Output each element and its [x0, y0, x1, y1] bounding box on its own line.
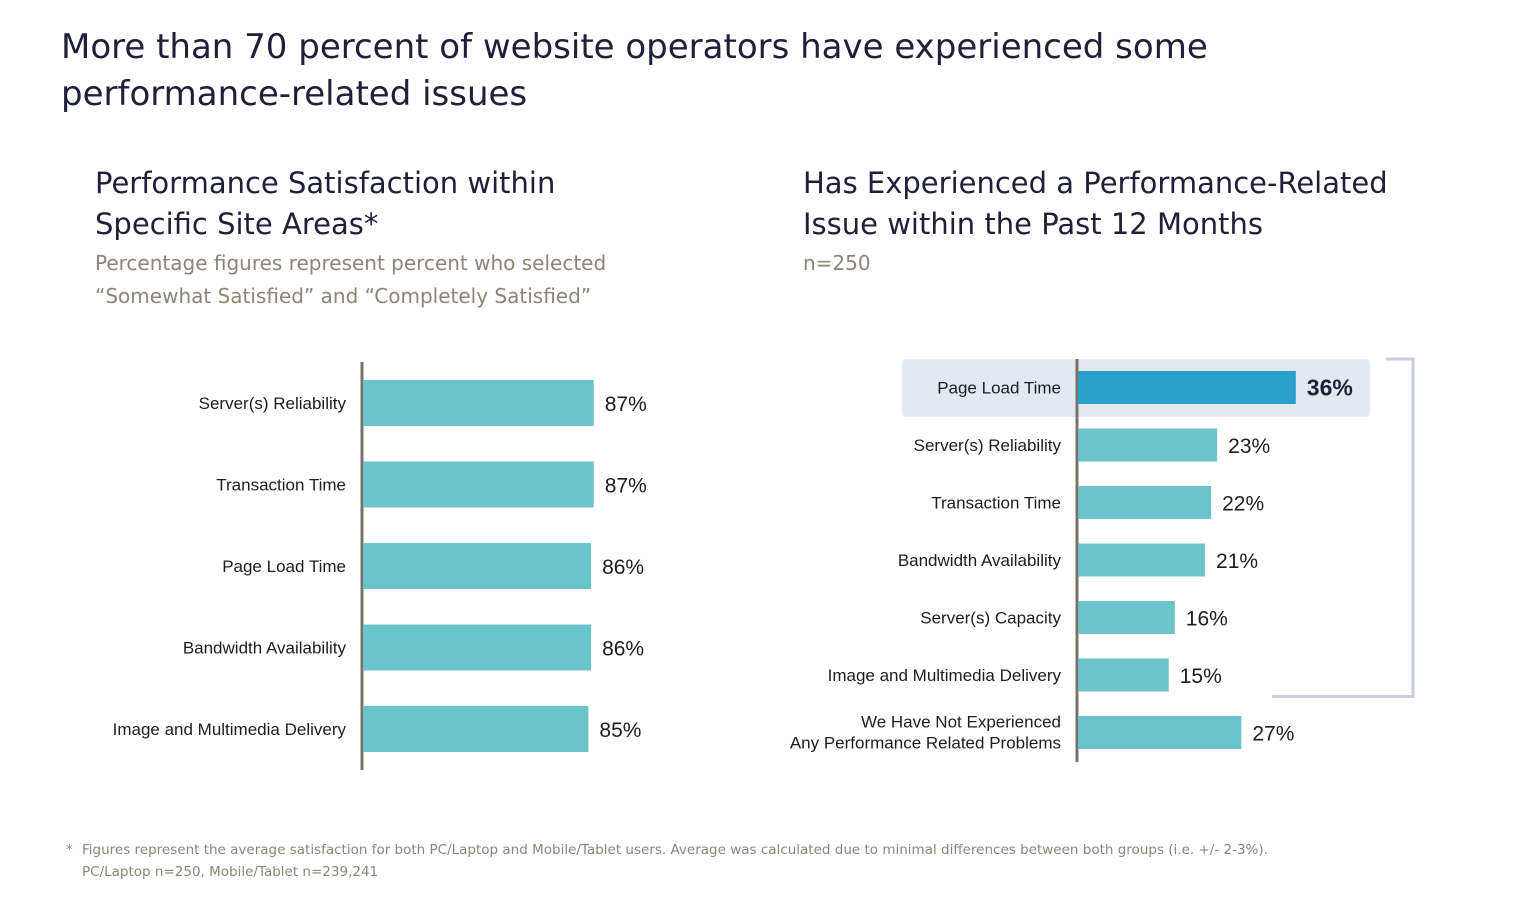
- group-bracket: [1272, 357, 1415, 698]
- left-chart-title: Performance Satisfaction within Specific…: [95, 166, 556, 241]
- bar-0: [1078, 371, 1296, 404]
- bar-4: [1078, 601, 1175, 634]
- value-label-1: 87%: [605, 475, 647, 498]
- bar-3: [1078, 543, 1206, 577]
- value-label-6: 27%: [1252, 723, 1294, 746]
- bar-3: [363, 624, 592, 671]
- right-chart-title: Has Experienced a Performance-Related Is…: [803, 166, 1388, 241]
- page-headline: More than 70 percent of website operator…: [61, 27, 1208, 114]
- footnote-line-1: Figures represent the average satisfacti…: [82, 842, 1268, 858]
- category-label-3: Bandwidth Availability: [183, 639, 347, 658]
- category-label-0: Page Load Time: [937, 379, 1061, 398]
- bar-1: [1078, 428, 1218, 462]
- value-label-1: 23%: [1228, 435, 1270, 458]
- category-label-1: Transaction Time: [216, 476, 346, 495]
- category-label-2: Transaction Time: [931, 494, 1061, 513]
- right-chart-subtitle: n=250: [803, 251, 871, 275]
- bar-6: [1078, 716, 1242, 749]
- left-chart-subtitle: Percentage figures represent percent who…: [95, 251, 607, 308]
- value-label-4: 85%: [599, 719, 641, 742]
- bar-1: [363, 461, 594, 508]
- value-label-2: 86%: [602, 556, 644, 579]
- category-label-6: We Have Not Experienced Any Performance R…: [790, 713, 1061, 753]
- footnote: * Figures represent the average satisfac…: [66, 839, 1366, 883]
- value-label-0: 36%: [1307, 375, 1353, 401]
- value-label-5: 15%: [1180, 665, 1222, 688]
- category-label-4: Server(s) Capacity: [920, 609, 1061, 628]
- value-label-4: 16%: [1186, 608, 1228, 631]
- footnote-line-2: PC/Laptop n=250, Mobile/Tablet n=239,241: [82, 864, 379, 880]
- bar-0: [363, 380, 594, 426]
- footnote-marker: *: [66, 842, 73, 858]
- bar-2: [1078, 486, 1212, 519]
- bar-4: [363, 706, 589, 752]
- category-label-4: Image and Multimedia Delivery: [113, 720, 347, 739]
- category-label-2: Page Load Time: [222, 557, 346, 576]
- category-label-0: Server(s) Reliability: [199, 394, 347, 413]
- value-label-3: 86%: [602, 638, 644, 661]
- category-label-1: Server(s) Reliability: [914, 436, 1062, 455]
- category-label-5: Image and Multimedia Delivery: [828, 666, 1062, 685]
- category-label-3: Bandwidth Availability: [898, 551, 1062, 570]
- bar-5: [1078, 658, 1169, 692]
- value-label-3: 21%: [1216, 550, 1258, 573]
- value-label-0: 87%: [605, 393, 647, 416]
- bar-2: [363, 543, 592, 589]
- value-label-2: 22%: [1222, 493, 1264, 516]
